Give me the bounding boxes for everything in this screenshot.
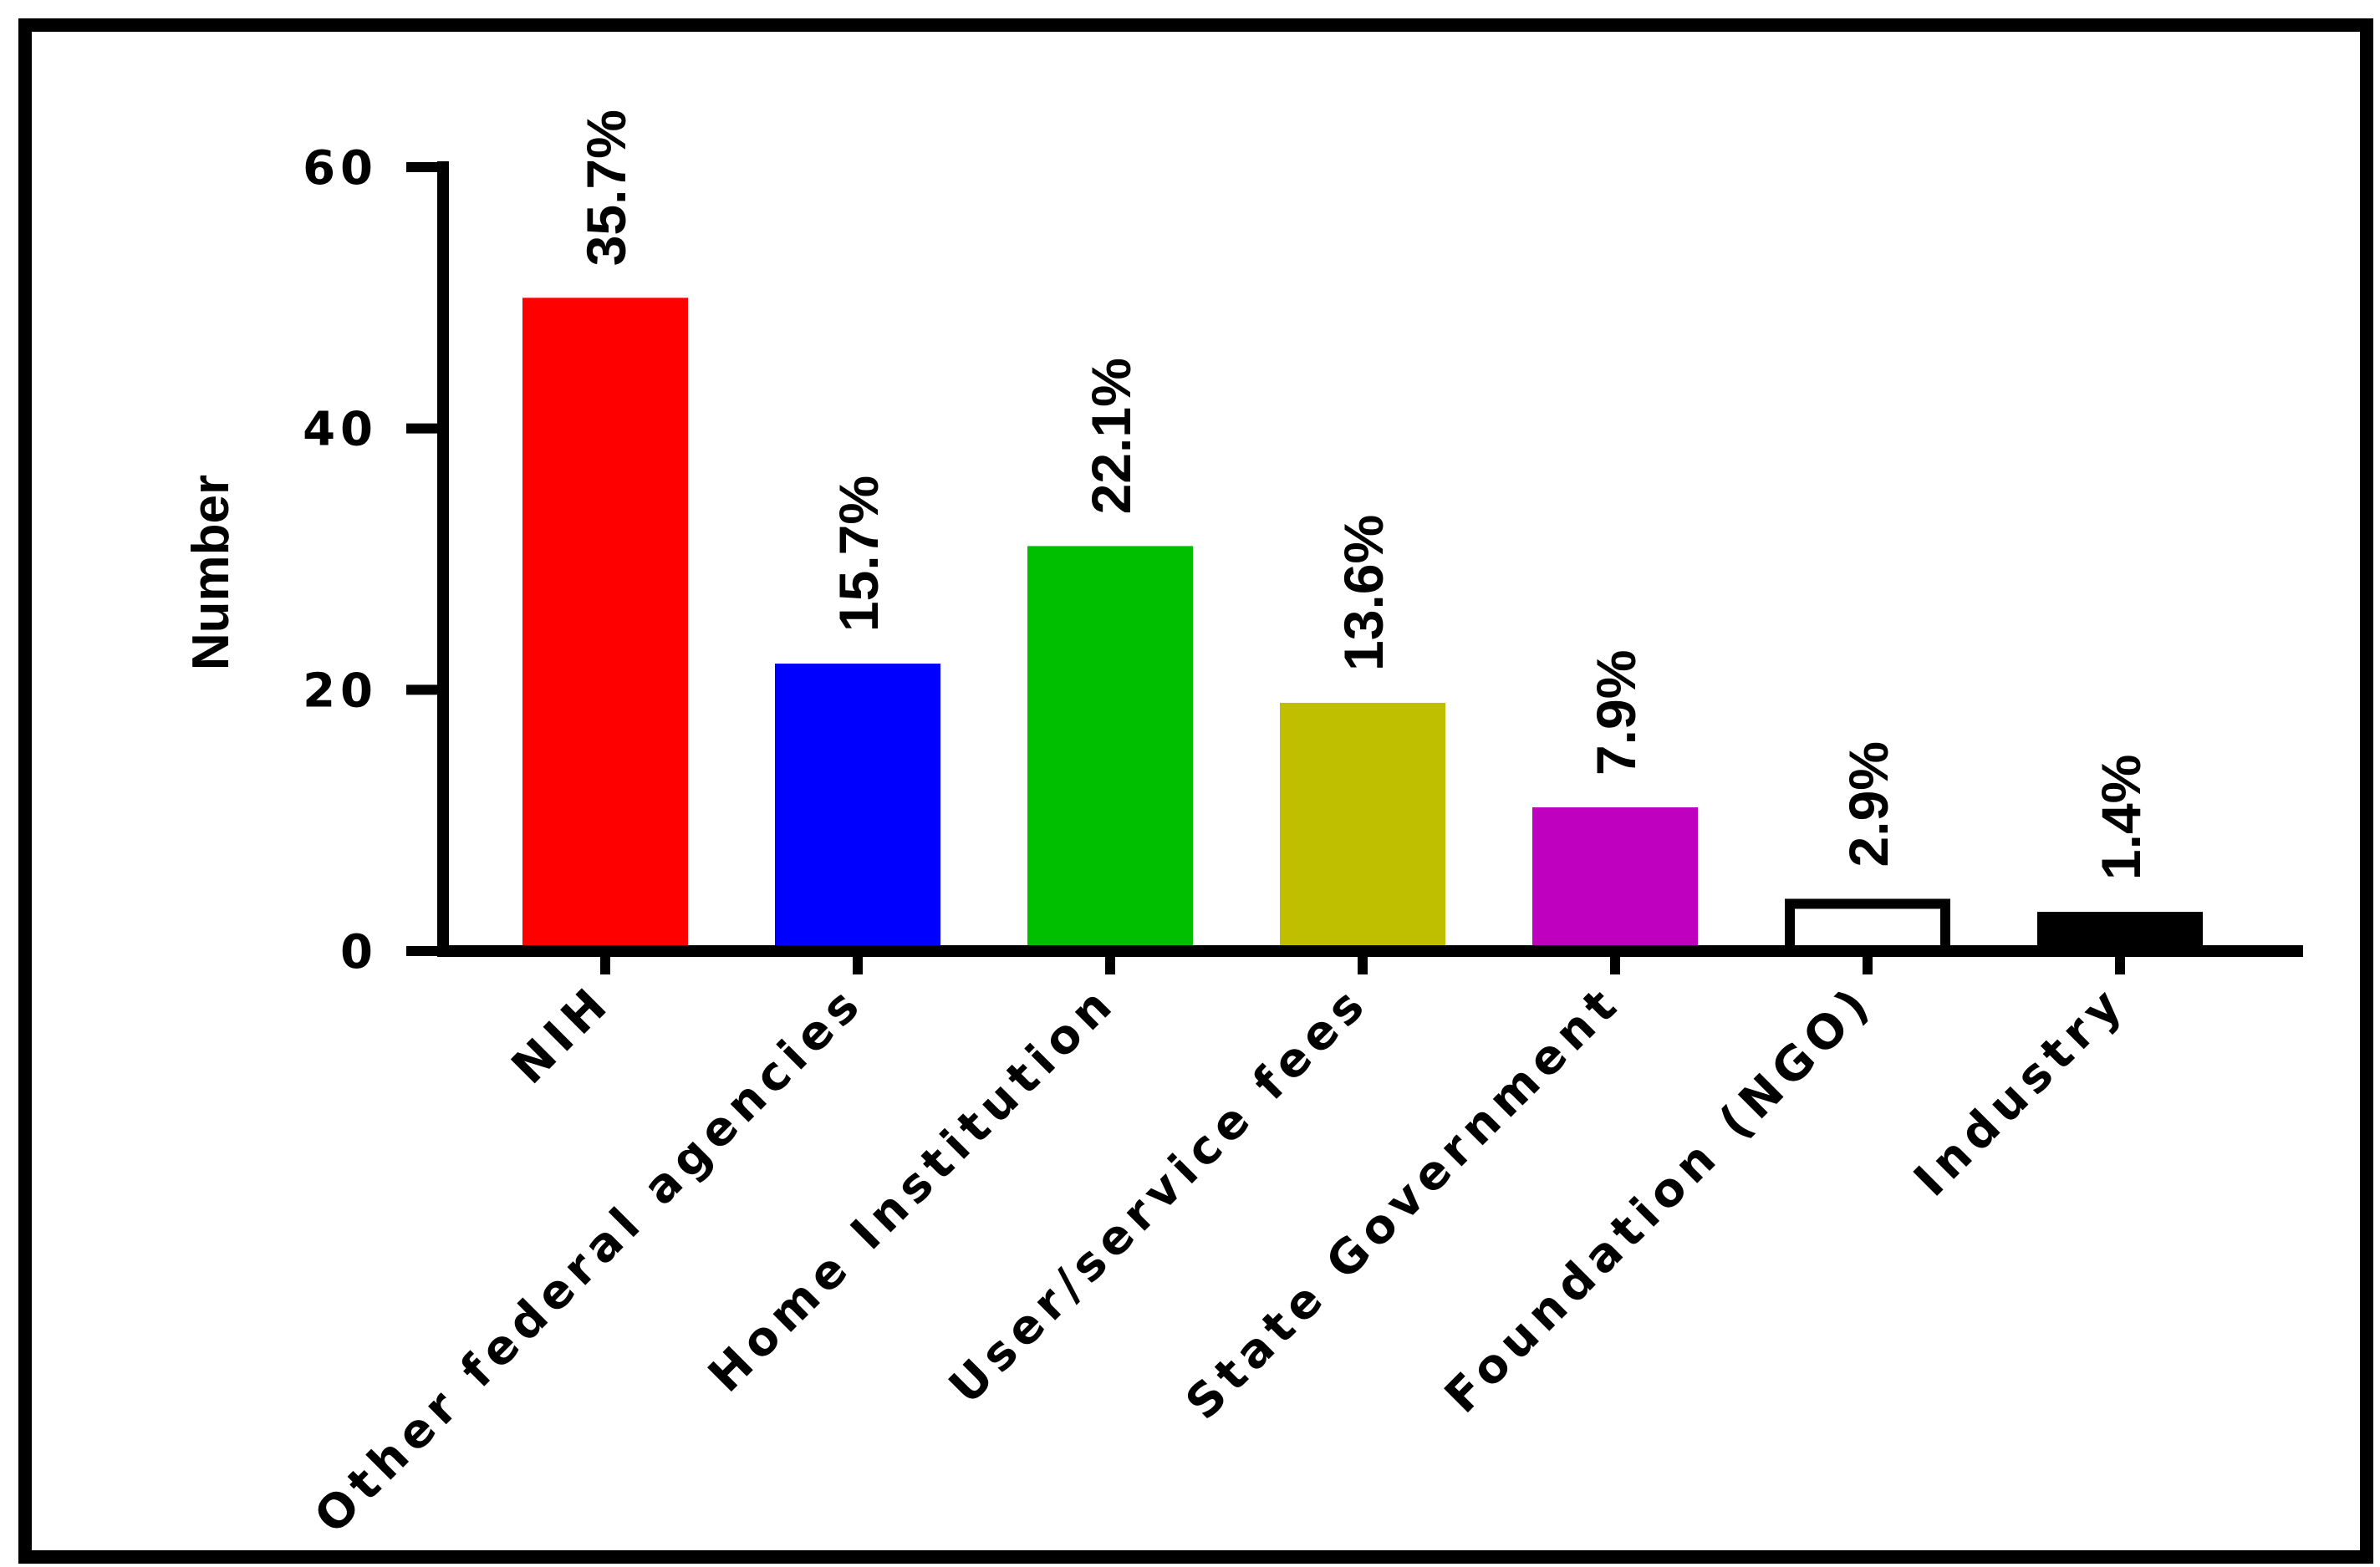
bar-data-label: 1.4%: [2090, 755, 2152, 880]
bar: [1280, 702, 1445, 951]
y-tick-label: 20: [303, 664, 378, 718]
x-ticks-group: [600, 951, 2125, 974]
y-ticks-group: 0 20 40 60: [303, 141, 443, 979]
x-tick-label: State Government: [1175, 974, 1632, 1431]
bar: [1027, 546, 1193, 951]
bar: [2037, 912, 2203, 951]
y-tick-label: 40: [303, 403, 378, 457]
x-tick-label: NIH: [502, 974, 622, 1095]
x-tick-label: User/service fees: [939, 974, 1379, 1415]
bar-data-label: 22.1%: [1080, 358, 1142, 514]
bar-data-label: 7.9%: [1585, 650, 1647, 776]
x-tick-label: Industry: [1903, 974, 2137, 1208]
bar-data-label: 2.9%: [1837, 741, 1899, 867]
x-tick-label: Foundation (NGO): [1435, 974, 1884, 1424]
y-axis-title: Number: [182, 475, 240, 670]
bar: [775, 664, 940, 951]
bar: [1532, 807, 1698, 951]
bar-data-label: 35.7%: [575, 109, 637, 266]
bar-data-label: 13.6%: [1333, 515, 1394, 671]
x-tick-label: Home Institution: [698, 974, 1127, 1403]
bar: [1785, 898, 1950, 957]
bar: [522, 298, 688, 951]
bar-data-label: 15.7%: [828, 476, 889, 632]
data-labels-group: 35.7% 15.7% 22.1% 13.6% 7.9% 2.9% 1.4%: [575, 109, 2152, 880]
chart-frame: [18, 18, 2373, 1564]
y-tick-label: 0: [340, 925, 378, 979]
x-tick-label: Other federal agencies: [304, 974, 874, 1544]
bars-group: [522, 298, 2203, 957]
axes-group: [437, 161, 2303, 957]
y-tick-label: 60: [303, 141, 378, 196]
